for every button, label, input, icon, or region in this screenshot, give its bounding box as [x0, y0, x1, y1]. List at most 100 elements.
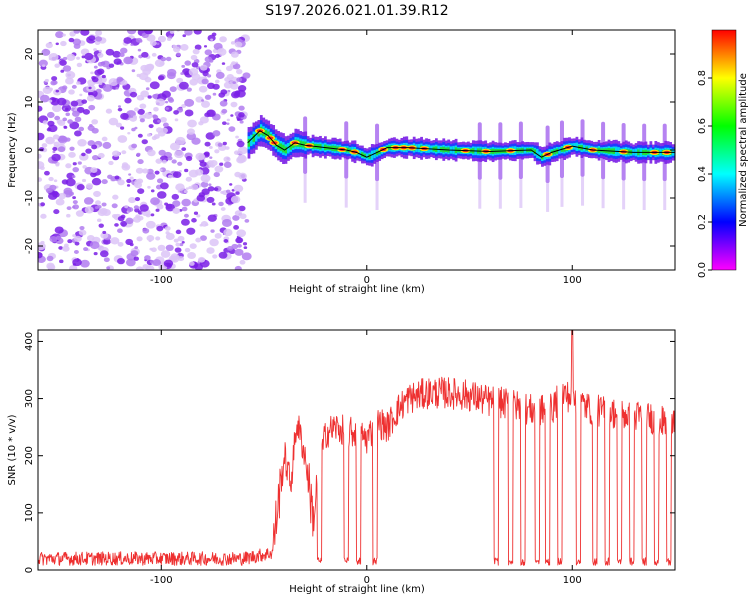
- noise-blob: [236, 118, 241, 121]
- noise-blob: [204, 141, 211, 147]
- noise-blob: [98, 223, 104, 228]
- noise-blob: [54, 63, 60, 68]
- noise-blob: [155, 127, 163, 133]
- noise-blob: [73, 235, 82, 242]
- noise-blob: [218, 201, 224, 207]
- noise-blob: [76, 56, 80, 60]
- noise-blob: [126, 258, 136, 267]
- noise-blob: [62, 56, 68, 61]
- noise-blob: [129, 91, 138, 98]
- signal-streak-tail: [642, 181, 646, 210]
- noise-blob: [66, 213, 71, 218]
- noise-blob: [212, 92, 217, 96]
- noise-blob: [215, 71, 225, 79]
- snr-x-tick-label: -100: [150, 575, 173, 586]
- noise-blob: [234, 210, 242, 217]
- snr-y-tick-label: 100: [24, 503, 35, 522]
- signal-streak-tail: [560, 178, 564, 207]
- noise-blob: [226, 118, 230, 122]
- frequency-trend-line: [247, 130, 675, 158]
- snr-y-axis-label: SNR (10 * v/v): [7, 414, 18, 485]
- noise-blob: [81, 99, 88, 104]
- noise-blob: [90, 172, 97, 178]
- noise-blob: [181, 206, 188, 212]
- noise-blob: [48, 87, 53, 92]
- noise-blob: [193, 211, 199, 215]
- noise-blob: [232, 81, 236, 85]
- noise-blob: [85, 148, 92, 154]
- noise-blob: [211, 202, 216, 206]
- noise-blob: [77, 161, 82, 165]
- noise-blob: [195, 237, 202, 243]
- noise-blob: [73, 250, 79, 254]
- noise-blob: [120, 112, 129, 120]
- noise-blob: [74, 130, 82, 137]
- signal-band-green: [378, 149, 382, 155]
- noise-blob: [134, 179, 141, 185]
- noise-blob: [76, 106, 85, 113]
- noise-blob: [226, 122, 230, 125]
- noise-blob: [199, 116, 209, 124]
- noise-blob: [228, 126, 236, 132]
- noise-blob: [45, 42, 53, 49]
- noise-blob: [191, 137, 201, 145]
- signal-band-green: [289, 143, 293, 150]
- noise-blob: [127, 207, 134, 213]
- noise-blob: [65, 71, 76, 79]
- noise-blob: [150, 213, 155, 217]
- noise-blob: [72, 234, 77, 238]
- noise-blob: [76, 184, 85, 191]
- signal-band-green: [282, 144, 285, 153]
- signal-band-green: [284, 146, 288, 154]
- noise-blob: [141, 51, 149, 58]
- noise-blob: [135, 37, 143, 43]
- noise-blob: [52, 134, 60, 140]
- signal-band-cyan: [254, 129, 258, 142]
- noise-blob: [214, 53, 220, 58]
- noise-blob: [206, 247, 215, 254]
- noise-blob: [101, 60, 110, 68]
- noise-blob: [140, 90, 150, 98]
- noise-blob: [38, 153, 42, 159]
- noise-blob: [81, 152, 86, 157]
- noise-blob: [155, 98, 166, 107]
- noise-blob: [44, 170, 50, 176]
- noise-blob: [200, 181, 209, 188]
- noise-blob: [166, 37, 172, 41]
- noise-blob: [93, 65, 98, 69]
- noise-blob: [98, 49, 103, 53]
- snr-panel: -100 0 100 0 100 200 300 400 Height of straigh…: [7, 329, 676, 595]
- noise-blob: [165, 231, 170, 235]
- noise-blob: [232, 214, 240, 221]
- noise-blob: [102, 84, 113, 92]
- noise-blob: [198, 85, 208, 93]
- noise-blob: [62, 245, 70, 252]
- spectrogram-x-tick-label: -100: [150, 275, 173, 286]
- noise-blob: [159, 168, 163, 172]
- noise-blob: [160, 250, 171, 258]
- noise-blob: [204, 223, 209, 226]
- noise-blob: [73, 30, 81, 34]
- noise-blob: [62, 65, 72, 72]
- noise-blob: [199, 223, 203, 227]
- noise-blob: [58, 192, 67, 200]
- noise-blob: [65, 178, 76, 187]
- noise-blob: [234, 41, 243, 48]
- noise-blob: [145, 87, 150, 91]
- noise-blob: [55, 42, 59, 46]
- noise-blob: [216, 48, 227, 56]
- noise-blob: [100, 232, 109, 239]
- noise-blob: [159, 116, 167, 123]
- noise-blob: [223, 161, 232, 168]
- noise-blob: [91, 144, 98, 150]
- noise-blob: [130, 250, 139, 257]
- noise-blob: [112, 150, 120, 157]
- noise-blob: [145, 220, 156, 229]
- signal-band-green: [550, 150, 554, 156]
- noise-blob: [177, 256, 185, 262]
- noise-blob: [230, 51, 239, 58]
- noise-blob: [189, 78, 198, 86]
- noise-blob: [149, 247, 153, 251]
- noise-blob: [196, 214, 201, 218]
- spectrogram-x-ticks: -100 0 100: [150, 30, 582, 286]
